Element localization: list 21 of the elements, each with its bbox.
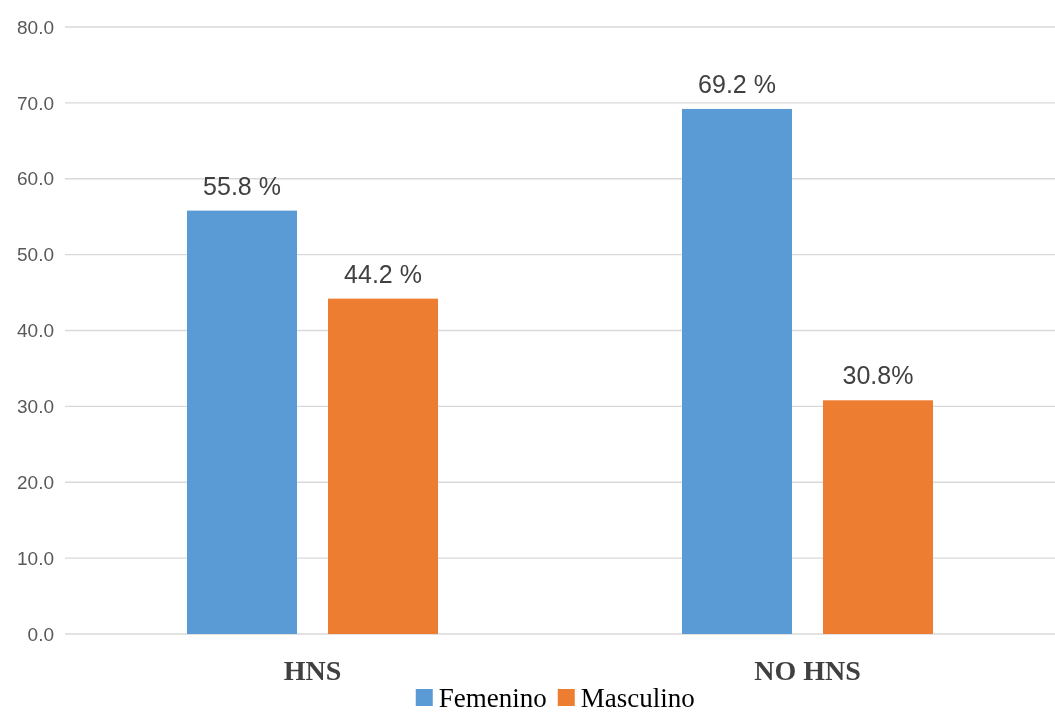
legend-label: Femenino [438,683,547,713]
data-label: 44.2 % [344,259,422,288]
y-tick-label: 20.0 [17,471,54,493]
data-label: 69.2 % [698,69,776,98]
x-tick-label: NO HNS [754,655,861,686]
y-tick-label: 30.0 [17,396,54,418]
bar [682,108,792,634]
y-tick-label: 0.0 [27,623,54,645]
bar [187,210,297,634]
bar [328,298,438,634]
data-label: 55.8 % [203,171,281,200]
data-label: 30.8% [842,361,914,390]
y-tick-label: 10.0 [17,547,54,569]
y-tick-label: 80.0 [17,16,54,38]
y-tick-label: 70.0 [17,92,54,114]
legend-label: Masculino [580,683,695,713]
y-tick-label: 40.0 [17,320,54,342]
x-tick-label: HNS [283,655,342,686]
y-tick-label: 50.0 [17,244,54,266]
y-tick-label: 60.0 [17,168,54,190]
bar [823,400,933,634]
